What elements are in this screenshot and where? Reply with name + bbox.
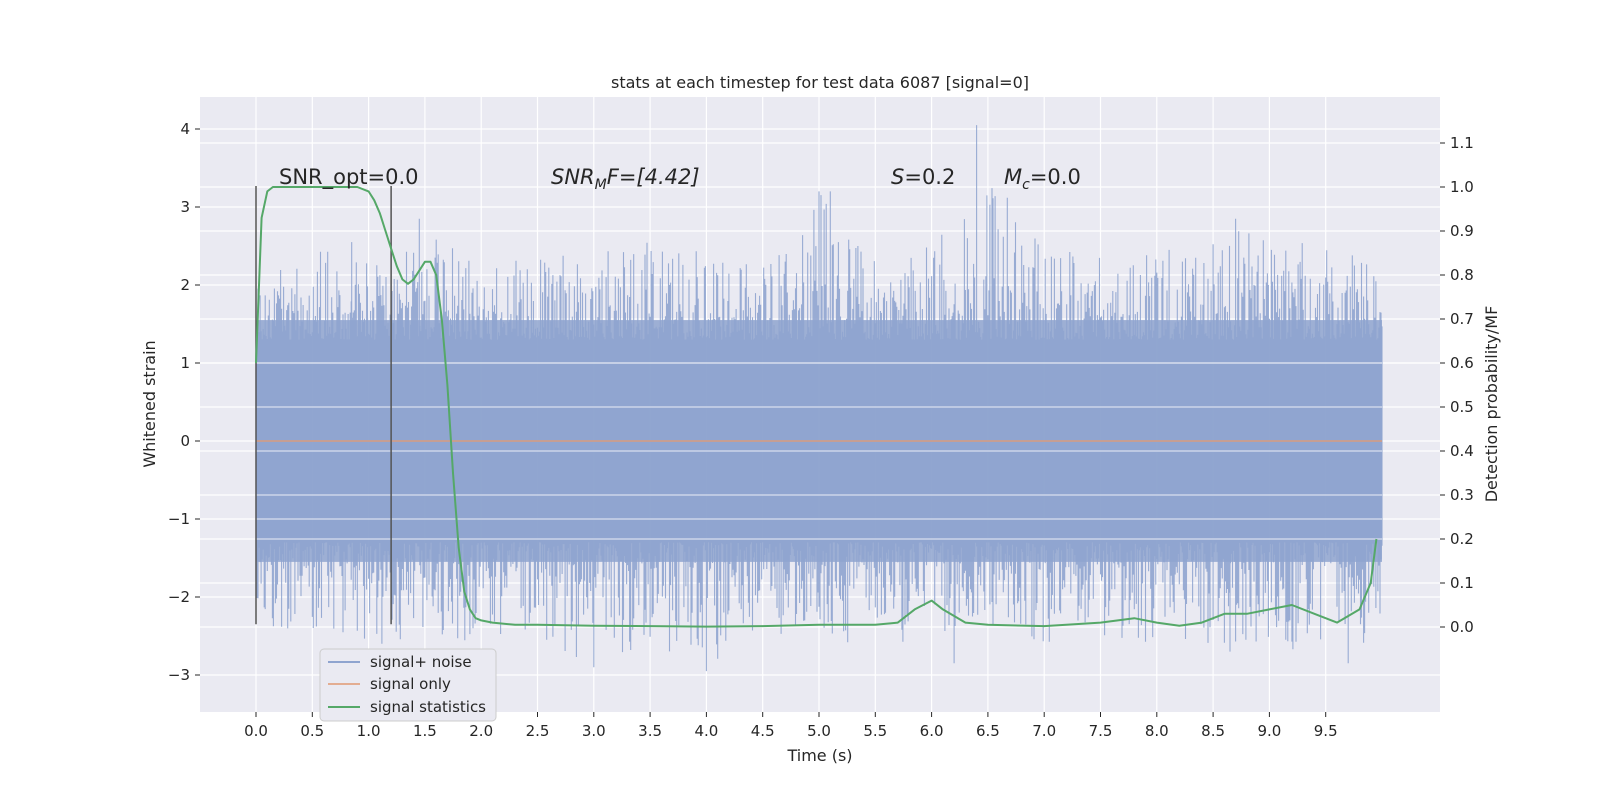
annotation-snr-mf: SNRMF=[4.42] xyxy=(551,165,700,193)
y-axis-right-label: Detection probability/MF xyxy=(1482,306,1501,503)
signal-statistics-line xyxy=(255,186,1378,628)
y-tick-label: 2 xyxy=(180,276,190,294)
x-tick-label: 3.5 xyxy=(638,722,662,740)
y-tick-label: 0 xyxy=(180,432,190,450)
y-right-tick-label: 0.7 xyxy=(1450,310,1474,328)
y-right-tick-label: 1.1 xyxy=(1450,134,1474,152)
y-tick-label: 1 xyxy=(180,354,190,372)
y-right-tick-label: 0.9 xyxy=(1450,222,1474,240)
y-right-tick-label: 0.4 xyxy=(1450,442,1474,460)
x-axis-label: Time (s) xyxy=(786,746,852,765)
x-tick-label: 4.0 xyxy=(694,722,718,740)
x-tick-label: 5.5 xyxy=(863,722,887,740)
x-tick-label: 3.0 xyxy=(582,722,606,740)
x-tick-label: 1.5 xyxy=(413,722,437,740)
y-right-tick-label: 0.1 xyxy=(1450,574,1474,592)
x-tick-label: 2.5 xyxy=(526,722,550,740)
annotation-s: S=0.2 xyxy=(891,165,955,189)
x-tick-label: 8.0 xyxy=(1145,722,1169,740)
y-axis-right-ticks: 1.1 1.0 0.9 0.8 0.7 0.6 0.5 0.4 0.3 0.2 0.1 0.0 xyxy=(1440,134,1474,636)
y-axis-label: Whitened strain xyxy=(140,340,159,467)
annotation-snr-opt: SNR_opt=0.0 xyxy=(279,165,419,190)
legend: signal+ noise signal only signal statist… xyxy=(319,648,497,722)
legend-box xyxy=(319,648,497,722)
x-tick-label: 4.5 xyxy=(751,722,775,740)
x-tick-label: 0.5 xyxy=(300,722,324,740)
y-right-tick-label: 0.5 xyxy=(1450,398,1474,416)
x-tick-label: 7.0 xyxy=(1032,722,1056,740)
y-tick-label: −3 xyxy=(168,666,190,684)
x-tick-label: 5.0 xyxy=(807,722,831,740)
y-tick-label: 3 xyxy=(180,198,190,216)
x-tick-label: 6.5 xyxy=(976,722,1000,740)
y-tick-label: 4 xyxy=(180,120,190,138)
x-tick-label: 6.0 xyxy=(920,722,944,740)
x-tick-label: 8.5 xyxy=(1201,722,1225,740)
y-right-tick-label: 0.2 xyxy=(1450,530,1474,548)
y-right-tick-label: 0.8 xyxy=(1450,266,1474,284)
window-markers xyxy=(255,185,392,625)
x-tick-label: 9.0 xyxy=(1257,722,1281,740)
x-tick-label: 0.0 xyxy=(244,722,268,740)
x-tick-label: 9.5 xyxy=(1314,722,1338,740)
legend-label-signal-statistics: signal statistics xyxy=(370,698,486,716)
y-right-tick-label: 0.6 xyxy=(1450,354,1474,372)
x-axis-ticks: 0.0 0.5 1.0 1.5 2.0 2.5 3.0 3.5 4.0 4.5 5.0 5.5 6.0 6… xyxy=(244,712,1338,740)
y-right-tick-label: 0.0 xyxy=(1450,618,1474,636)
legend-label-signal-noise: signal+ noise xyxy=(370,653,472,671)
series-signal-statistics xyxy=(255,186,1378,628)
annotation-mc: Mc=0.0 xyxy=(1004,165,1081,193)
y-tick-label: −1 xyxy=(168,510,190,528)
y-axis-ticks: 4 3 2 1 0 −1 −2 −3 xyxy=(168,120,200,684)
x-tick-label: 2.0 xyxy=(469,722,493,740)
y-tick-label: −2 xyxy=(168,588,190,606)
y-right-tick-label: 1.0 xyxy=(1450,178,1474,196)
x-tick-label: 1.0 xyxy=(357,722,381,740)
x-tick-label: 7.5 xyxy=(1089,722,1113,740)
y-right-tick-label: 0.3 xyxy=(1450,486,1474,504)
legend-label-signal-only: signal only xyxy=(370,675,451,693)
chart-title: stats at each timestep for test data 608… xyxy=(611,73,1029,92)
